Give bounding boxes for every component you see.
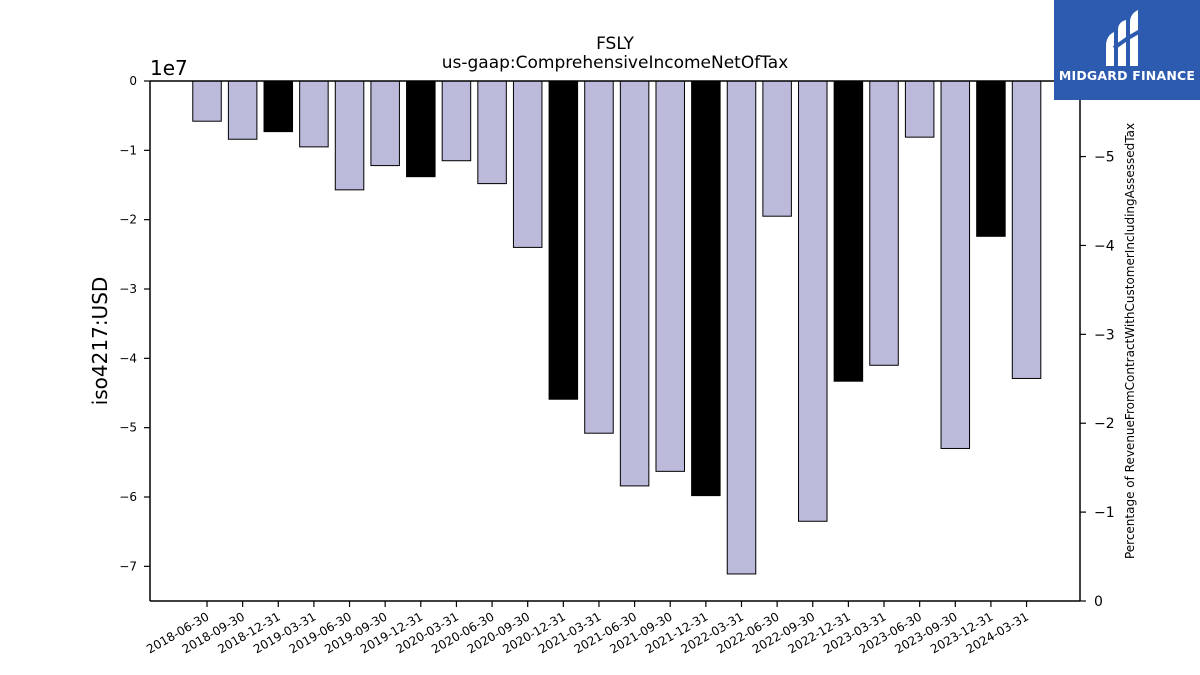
- bar-2022-06-30: [762, 80, 792, 217]
- bar-2019-03-31: [299, 80, 329, 148]
- y-tick-label: −2: [119, 213, 137, 227]
- bar-2021-03-31: [584, 80, 614, 434]
- chart-subtitle: us-gaap:ComprehensiveIncomeNetOfTax: [442, 53, 789, 73]
- y2-tick-label: −4: [1094, 238, 1115, 254]
- bar-2022-09-30: [798, 80, 828, 522]
- bar-2021-06-30: [619, 80, 650, 487]
- y2-tick-label: −3: [1094, 327, 1115, 343]
- chart-title: FSLY: [596, 34, 634, 54]
- y2-axis-label: Percentage of RevenueFromContractWithCus…: [1123, 123, 1137, 559]
- bar-2018-12-31: [263, 80, 294, 133]
- bar-2018-06-30: [192, 80, 222, 122]
- bar-2023-06-30: [904, 80, 935, 138]
- bar-2023-09-30: [940, 80, 971, 449]
- logo-text: MIDGARD FINANCE: [1058, 68, 1196, 83]
- y-tick-label: −1: [119, 143, 137, 157]
- bar-2020-09-30: [512, 80, 543, 248]
- bar-2020-12-31: [548, 80, 579, 400]
- bar-2021-09-30: [655, 80, 685, 472]
- y-tick-label: −3: [119, 282, 137, 296]
- bar-2019-06-30: [334, 80, 365, 191]
- midgard-logo-icon: [1106, 10, 1143, 66]
- midgard-finance-logo: MIDGARD FINANCE: [1054, 0, 1200, 100]
- y-tick-label: −4: [119, 351, 137, 365]
- bar-2020-03-31: [441, 80, 472, 162]
- y2-tick-label: 0: [1094, 594, 1103, 610]
- bar-2022-03-31: [726, 80, 757, 575]
- y-axis-label: iso4217:USD: [88, 277, 112, 406]
- bar-2019-12-31: [406, 80, 436, 178]
- bar-2019-09-30: [370, 80, 400, 167]
- bar-2018-09-30: [227, 80, 258, 140]
- y-scale-label: 1e7: [150, 56, 188, 80]
- bar-2020-06-30: [477, 80, 507, 185]
- y2-tick-label: −2: [1094, 416, 1115, 432]
- bar-2022-12-31: [833, 80, 864, 382]
- y2-tick-label: −1: [1094, 505, 1115, 521]
- bar-2023-12-31: [976, 80, 1006, 237]
- y-tick-label: −7: [119, 559, 137, 573]
- y-tick-label: 0: [129, 74, 137, 88]
- bar-2023-03-31: [869, 80, 899, 366]
- bar-2021-12-31: [691, 80, 721, 497]
- y2-tick-label: −5: [1094, 150, 1115, 166]
- y-tick-label: −6: [119, 490, 137, 504]
- bar-2024-03-31: [1011, 80, 1042, 379]
- y-tick-label: −5: [119, 421, 137, 435]
